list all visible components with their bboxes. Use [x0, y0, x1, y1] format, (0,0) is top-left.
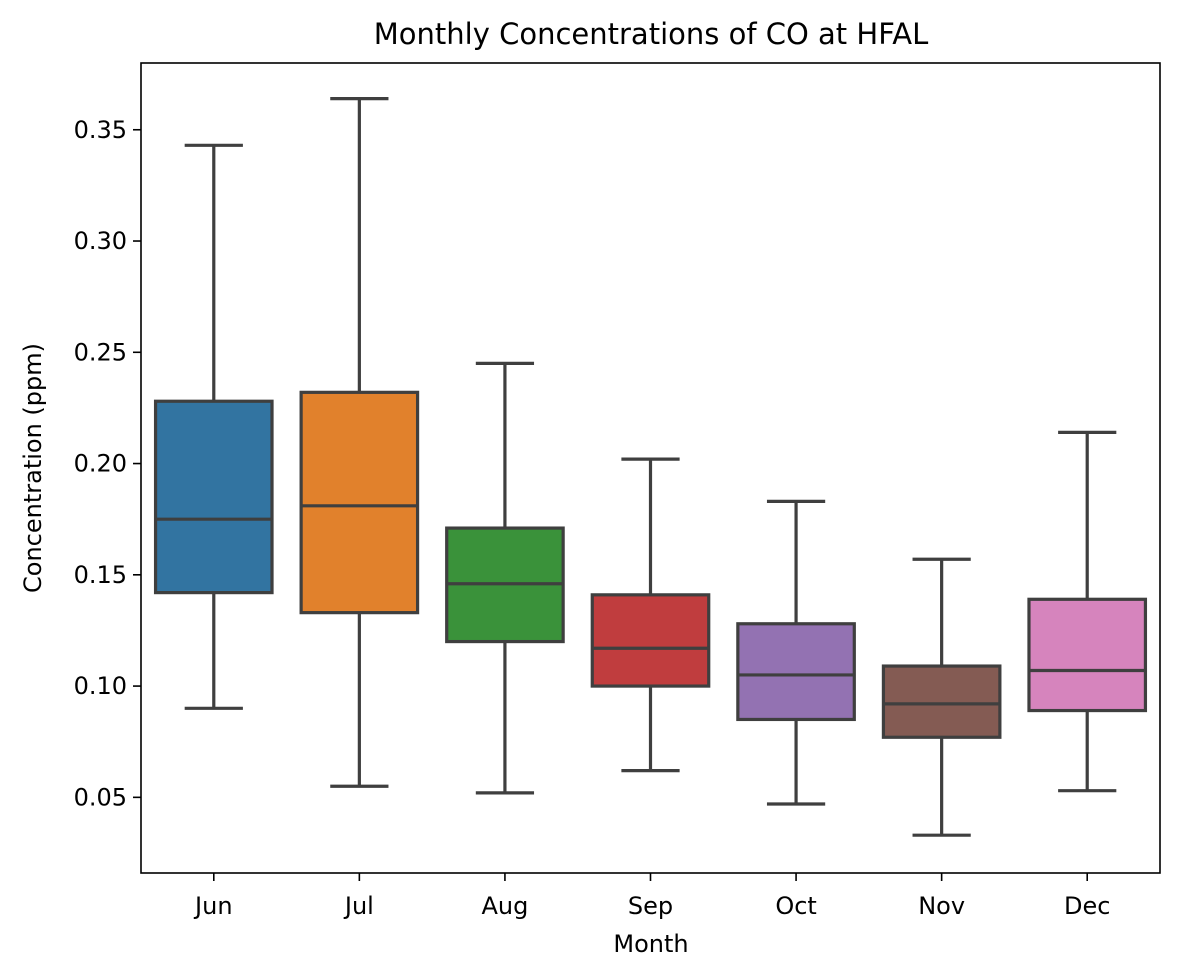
axes: 0.05 0.10 0.15 0.20 0.25 0.30 0.35 Jun Jul Aug Sep… [74, 116, 1111, 920]
x-tick-label: Aug [481, 892, 528, 920]
iqr-box [881, 664, 1002, 739]
x-tick-label: Oct [775, 892, 817, 920]
box-dec [1027, 430, 1148, 793]
box-jul [299, 97, 420, 788]
y-tick-label: 0.05 [74, 783, 127, 811]
x-tick-label: Dec [1064, 892, 1110, 920]
y-tick-label: 0.25 [74, 338, 127, 366]
x-tick-label: Nov [918, 892, 965, 920]
x-tick-label: Sep [628, 892, 673, 920]
y-tick-label: 0.15 [74, 561, 127, 589]
box-sep [590, 457, 711, 773]
box-jun [153, 143, 274, 710]
plot-area [153, 97, 1148, 837]
iqr-box [299, 390, 420, 615]
y-axis-label: Concentration (ppm) [19, 343, 47, 593]
x-tick-label: Jun [193, 892, 233, 920]
chart-title: Monthly Concentrations of CO at HFAL [374, 17, 928, 51]
y-tick-label: 0.35 [74, 116, 127, 144]
iqr-box [1027, 597, 1148, 713]
box-aug [445, 361, 565, 795]
y-tick-label: 0.10 [74, 672, 127, 700]
x-axis-label: Month [613, 930, 688, 958]
x-tick-label: Jul [343, 892, 374, 920]
iqr-box [153, 399, 274, 595]
y-tick-label: 0.20 [74, 450, 127, 478]
box-nov [881, 557, 1002, 837]
iqr-box [590, 593, 711, 688]
box-oct [736, 499, 856, 806]
y-tick-label: 0.30 [74, 227, 127, 255]
iqr-box [736, 622, 856, 722]
plot-frame [140, 62, 1161, 874]
